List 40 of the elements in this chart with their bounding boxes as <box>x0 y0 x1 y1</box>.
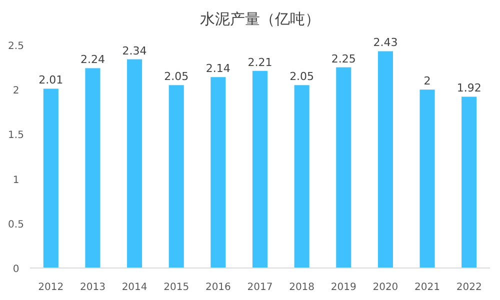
data-label: 2.05 <box>290 70 314 84</box>
x-tick-label: 2015 <box>164 282 190 293</box>
x-tick-label: 2014 <box>122 282 148 293</box>
data-label: 1.92 <box>456 82 482 95</box>
bar <box>378 51 393 268</box>
chart-title: 水泥产量（亿吨） <box>200 10 320 28</box>
bar <box>168 85 184 268</box>
data-label: 2.43 <box>373 36 398 50</box>
x-tick-label: 2019 <box>330 282 356 293</box>
bar <box>252 70 268 268</box>
data-label: 2.14 <box>206 62 230 76</box>
y-tick-label: 2 <box>12 86 20 97</box>
x-tick-label: 2020 <box>372 282 398 293</box>
y-tick-label: 1.5 <box>8 130 24 142</box>
y-tick-label: 1 <box>12 174 20 186</box>
bar <box>43 88 58 268</box>
data-label: 2.24 <box>80 53 105 66</box>
y-tick-label: 2.5 <box>8 41 24 52</box>
y-tick-label: 0 <box>12 264 20 275</box>
x-tick-label: 2012 <box>38 282 64 293</box>
bar <box>294 85 310 268</box>
bar <box>127 59 142 268</box>
data-label: 2 <box>424 74 431 88</box>
x-tick-label: 2017 <box>247 282 273 293</box>
data-label: 2.01 <box>38 74 64 87</box>
bar <box>420 90 435 268</box>
bar <box>462 96 477 268</box>
data-label: 2.34 <box>122 44 147 58</box>
data-label: 2.05 <box>164 70 189 84</box>
bar <box>210 77 226 268</box>
x-tick-label: 2022 <box>456 282 482 293</box>
data-label: 2.25 <box>331 52 356 66</box>
x-tick-label: 2016 <box>205 282 231 293</box>
x-tick-label: 2018 <box>289 282 315 293</box>
bar <box>85 68 100 268</box>
x-tick-label: 2013 <box>80 282 106 293</box>
x-tick-label: 2021 <box>414 282 440 293</box>
y-tick-label: 0.5 <box>8 219 24 230</box>
bar <box>336 67 352 268</box>
data-label: 2.21 <box>248 56 272 69</box>
